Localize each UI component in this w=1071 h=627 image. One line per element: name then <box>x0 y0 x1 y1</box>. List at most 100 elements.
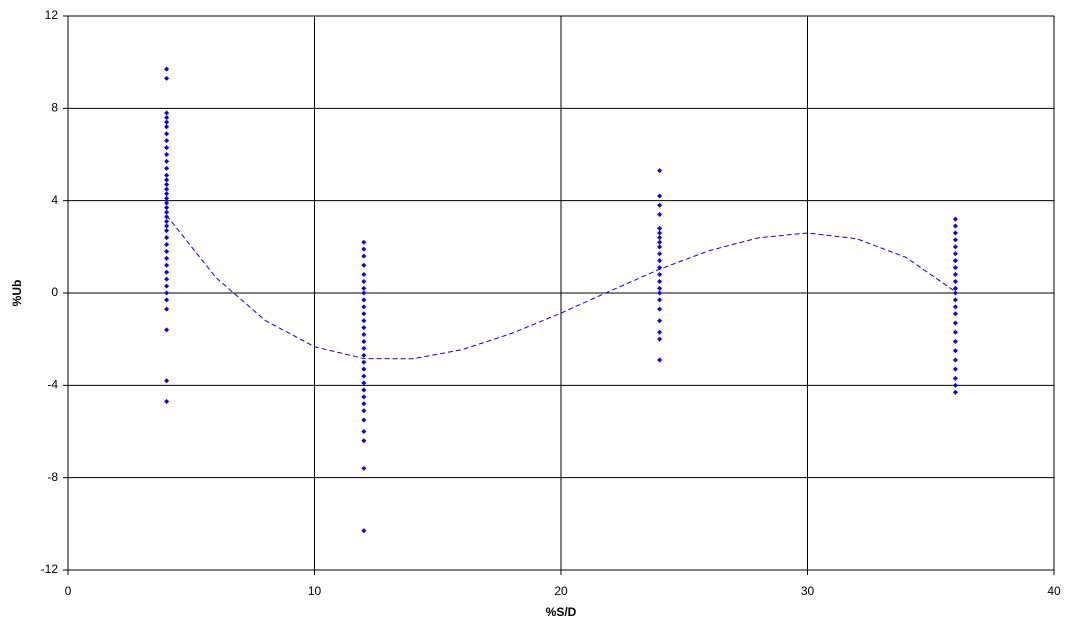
data-point <box>164 255 170 261</box>
data-point <box>657 230 663 236</box>
data-point <box>361 285 367 291</box>
data-point <box>164 119 170 125</box>
data-point <box>164 269 170 275</box>
data-point <box>657 225 663 231</box>
data-point <box>657 202 663 208</box>
data-point <box>657 235 663 241</box>
data-point <box>164 138 170 144</box>
data-point <box>164 235 170 241</box>
data-point <box>164 200 170 206</box>
data-point <box>164 228 170 234</box>
y-tick-label: -8 <box>47 470 58 484</box>
data-point <box>952 366 958 372</box>
data-point <box>361 465 367 471</box>
data-point <box>657 212 663 218</box>
data-point <box>952 237 958 243</box>
data-point <box>164 297 170 303</box>
data-point <box>952 244 958 250</box>
data-point <box>952 329 958 335</box>
data-point <box>164 327 170 333</box>
data-point <box>952 265 958 271</box>
data-point <box>164 248 170 254</box>
data-point <box>952 348 958 354</box>
data-point <box>164 172 170 178</box>
data-point <box>361 373 367 379</box>
data-point <box>164 191 170 197</box>
data-point <box>361 380 367 386</box>
data-point <box>164 290 170 296</box>
x-tick-label: 30 <box>801 584 815 598</box>
data-point <box>952 251 958 257</box>
data-point <box>952 304 958 310</box>
data-point <box>361 278 367 284</box>
data-point <box>361 352 367 358</box>
data-point <box>164 398 170 404</box>
data-point <box>361 297 367 303</box>
data-point <box>164 283 170 289</box>
data-point <box>952 230 958 236</box>
data-point <box>657 357 663 363</box>
data-point <box>657 251 663 257</box>
data-point <box>164 152 170 157</box>
data-point <box>952 285 958 291</box>
y-axis-title: %Ub <box>10 280 24 307</box>
data-point <box>164 131 170 137</box>
y-tick-label: 0 <box>51 285 58 299</box>
data-point <box>657 244 663 250</box>
data-point <box>657 278 663 284</box>
data-point <box>164 177 170 183</box>
data-point <box>952 338 958 344</box>
data-point <box>952 278 958 284</box>
data-point <box>164 145 170 151</box>
data-point <box>361 366 367 372</box>
y-tick-label: 4 <box>51 193 58 207</box>
data-point <box>657 258 663 264</box>
data-point <box>361 325 367 331</box>
y-tick-label: 12 <box>45 8 59 22</box>
data-point <box>361 408 367 414</box>
data-point <box>361 528 367 534</box>
data-point <box>657 336 663 342</box>
data-point <box>657 297 663 303</box>
data-point <box>361 417 367 423</box>
data-point <box>164 66 170 72</box>
data-point <box>657 329 663 335</box>
data-point <box>164 276 170 282</box>
data-point <box>164 75 170 81</box>
data-point <box>657 265 663 271</box>
data-point <box>361 332 367 338</box>
data-point <box>164 306 170 312</box>
data-point <box>164 182 170 188</box>
data-point <box>361 239 367 245</box>
data-point <box>164 158 170 164</box>
data-point <box>361 429 367 434</box>
data-point <box>952 357 958 363</box>
y-tick-label: 8 <box>51 101 58 115</box>
data-point <box>361 438 367 444</box>
data-point <box>952 297 958 303</box>
x-tick-label: 0 <box>65 584 72 598</box>
data-point <box>164 218 170 224</box>
data-point <box>164 110 170 116</box>
data-point <box>952 290 958 296</box>
data-point <box>164 186 170 192</box>
data-point <box>952 311 958 317</box>
y-tick-label: -4 <box>47 378 58 392</box>
data-point <box>361 253 367 259</box>
x-tick-label: 40 <box>1047 584 1061 598</box>
data-point <box>164 205 170 211</box>
data-point <box>952 272 958 278</box>
data-point <box>164 378 170 384</box>
data-point <box>952 375 958 381</box>
data-point <box>657 239 663 245</box>
data-point <box>361 290 367 296</box>
data-point <box>952 216 958 222</box>
data-point <box>657 285 663 291</box>
data-point <box>361 262 367 268</box>
data-point <box>361 246 367 252</box>
data-point <box>361 394 367 400</box>
data-point <box>657 318 663 324</box>
data-point <box>361 311 367 317</box>
x-axis-title: %S/D <box>546 605 577 619</box>
